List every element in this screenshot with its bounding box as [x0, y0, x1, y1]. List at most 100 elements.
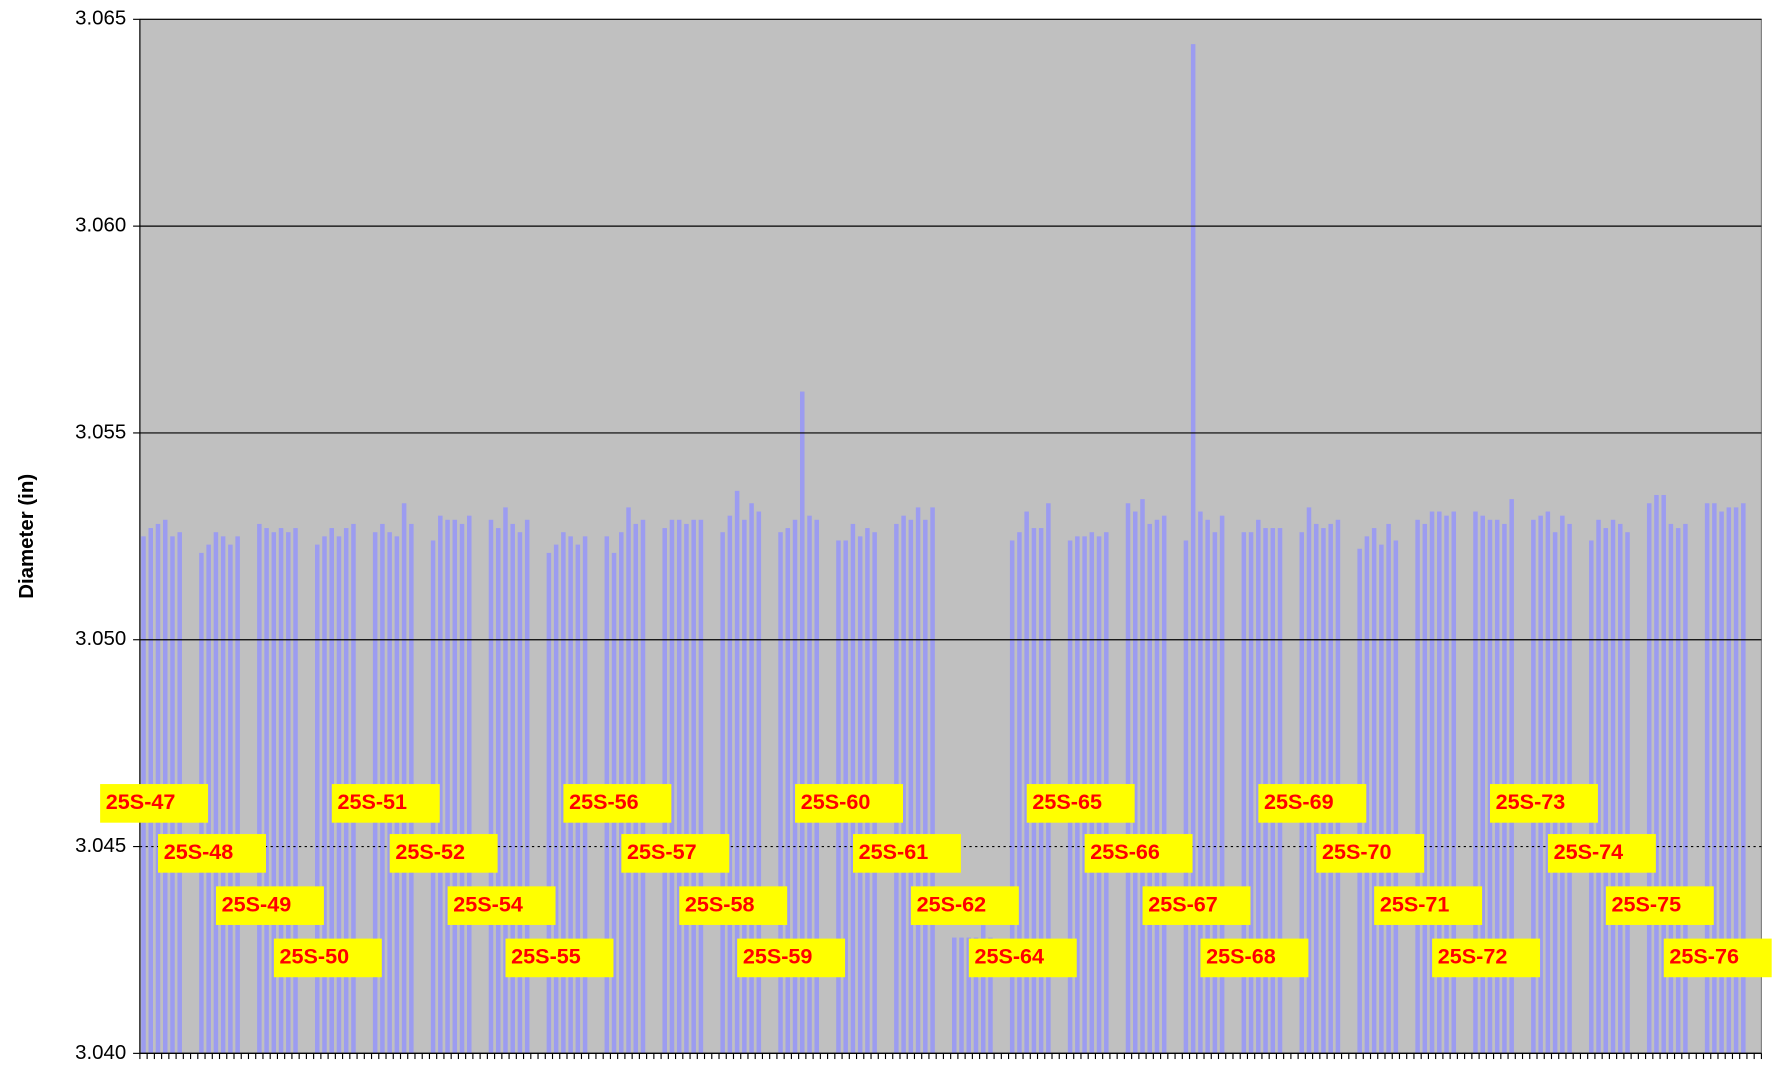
bar — [1646, 503, 1652, 1054]
category-label: 25S-74 — [1554, 839, 1624, 864]
bar — [495, 528, 501, 1054]
label-box — [158, 834, 266, 873]
y-tick-label: 3.055 — [75, 420, 126, 443]
bar — [445, 519, 450, 1054]
label-box — [795, 784, 904, 823]
bar — [467, 515, 472, 1054]
bar — [756, 511, 762, 1054]
label-box — [968, 938, 1077, 978]
category-label: 25S-70 — [1322, 839, 1392, 864]
label-box — [852, 834, 961, 873]
category-label: 25S-61 — [859, 839, 929, 864]
label-box — [273, 938, 382, 978]
bar — [1198, 511, 1203, 1054]
bar — [1661, 494, 1666, 1054]
bar — [800, 391, 805, 1054]
bar — [1444, 515, 1449, 1054]
label-box — [1084, 834, 1193, 873]
category-label: 25S-60 — [801, 789, 871, 814]
bar — [1140, 499, 1145, 1054]
bar — [952, 937, 957, 1054]
label-box — [331, 784, 440, 823]
bar — [314, 544, 320, 1054]
label-box — [1316, 834, 1425, 873]
bar — [698, 519, 704, 1054]
bar — [235, 536, 240, 1054]
bar — [1473, 511, 1478, 1054]
bar — [1415, 519, 1420, 1054]
bar — [1437, 511, 1442, 1054]
bar — [785, 528, 791, 1054]
bar — [1451, 511, 1457, 1054]
bar — [1379, 544, 1384, 1054]
bar — [1422, 523, 1428, 1054]
bar — [206, 544, 211, 1054]
bar — [742, 519, 747, 1054]
bar — [1161, 515, 1167, 1054]
bar — [329, 528, 334, 1054]
bar — [1024, 511, 1029, 1054]
bar — [908, 519, 914, 1054]
category-label: 25S-68 — [1206, 944, 1276, 969]
bar — [488, 519, 494, 1054]
bar — [1147, 523, 1152, 1054]
category-label: 25S-66 — [1090, 839, 1160, 864]
category-label: 25S-69 — [1264, 789, 1334, 814]
bar — [1618, 523, 1623, 1054]
bar — [676, 519, 682, 1054]
bar — [1545, 511, 1551, 1054]
bar — [553, 544, 559, 1054]
category-label: 25S-56 — [569, 789, 639, 814]
category-label: 25S-49 — [222, 891, 292, 916]
bar — [546, 552, 552, 1054]
label-box — [215, 886, 324, 925]
bar — [792, 519, 798, 1054]
bar — [734, 490, 740, 1054]
bar — [684, 523, 689, 1054]
y-tick-label: 3.050 — [75, 627, 126, 650]
bar — [901, 515, 906, 1054]
bar — [286, 532, 291, 1054]
label-box — [1432, 938, 1541, 978]
bar — [1125, 503, 1131, 1054]
bar — [1726, 507, 1732, 1054]
bar — [923, 519, 928, 1054]
bar — [1306, 507, 1312, 1054]
bar — [1733, 507, 1739, 1054]
category-label: 25S-71 — [1380, 891, 1450, 916]
bar — [915, 507, 921, 1054]
y-tick-label: 3.065 — [75, 7, 126, 30]
bar — [1212, 532, 1218, 1054]
bar — [1654, 494, 1659, 1054]
bar — [1610, 519, 1616, 1054]
bar — [1668, 523, 1674, 1054]
category-label: 25S-67 — [1148, 891, 1218, 916]
bar — [1675, 528, 1681, 1054]
bar — [1603, 528, 1609, 1054]
bar — [1183, 540, 1189, 1054]
label-box — [1605, 886, 1714, 925]
category-label: 25S-48 — [164, 839, 234, 864]
bar — [1393, 540, 1399, 1054]
label-box — [563, 784, 672, 823]
bar — [438, 515, 443, 1054]
y-axis-title: Diameter (in) — [15, 474, 38, 599]
bar — [1371, 528, 1377, 1054]
bar — [524, 519, 530, 1054]
bar — [257, 523, 262, 1054]
bar — [1205, 519, 1210, 1054]
label-box — [389, 834, 498, 873]
bar — [1487, 519, 1493, 1054]
category-label: 25S-47 — [106, 789, 176, 814]
category-label: 25S-58 — [685, 891, 755, 916]
y-tick-label: 3.045 — [75, 834, 126, 857]
category-label: 25S-51 — [337, 789, 407, 814]
y-tick-label: 3.040 — [75, 1041, 126, 1064]
label-box — [1258, 784, 1367, 823]
category-label: 25S-72 — [1438, 944, 1508, 969]
label-box — [1200, 938, 1309, 978]
bar — [401, 503, 407, 1054]
bar — [561, 532, 566, 1054]
